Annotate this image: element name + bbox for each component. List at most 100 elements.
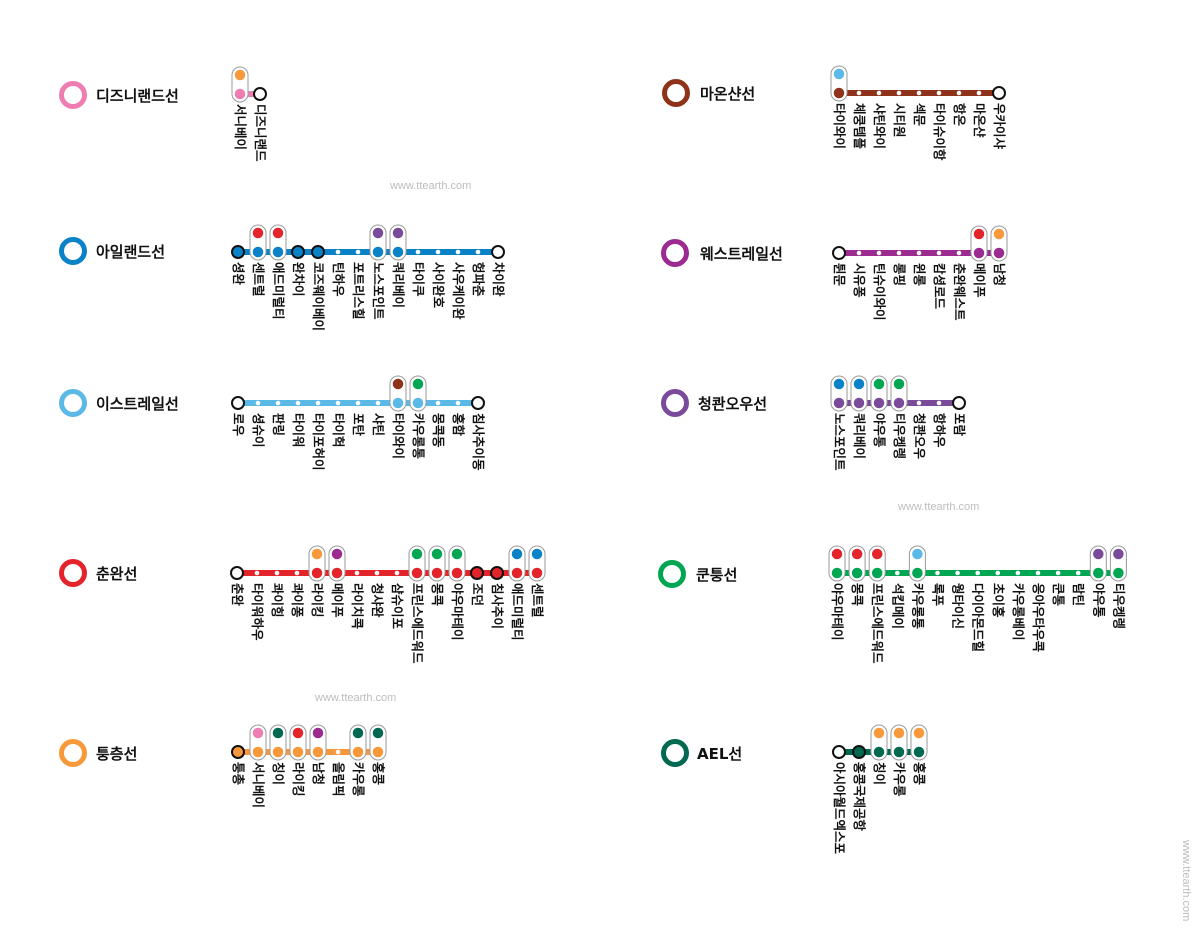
station[interactable]: 청콴오우 [912,400,927,460]
station[interactable]: 애드미럴티 [269,224,287,320]
station[interactable]: 몽콕동 [431,400,446,448]
station[interactable]: 메이푸 [970,225,988,298]
station[interactable]: 헝파춘 [471,249,486,297]
station[interactable]: 타이헉 [331,400,346,448]
station[interactable]: 센트럴 [528,545,546,618]
station[interactable]: 섹문 [912,90,927,127]
station[interactable]: 디즈니랜드 [253,87,268,162]
station[interactable]: 샤틴 [371,400,386,436]
station[interactable]: 타이포허이 [311,400,326,471]
station[interactable]: 타이쿠 [411,249,426,297]
station[interactable]: 춘완웨스트 [952,250,967,321]
station[interactable]: 우카이샤 [992,86,1007,150]
station[interactable]: 퉁총 [231,745,246,786]
station[interactable]: 코즈웨이베이 [311,245,326,331]
station[interactable]: 사이완호 [431,249,446,309]
station[interactable]: 애드미럴티 [508,545,526,641]
station[interactable]: 몽콕 [848,545,866,607]
station[interactable]: 춘완 [230,566,245,607]
station[interactable]: 완차이 [291,245,306,297]
station[interactable]: 마온샨 [972,90,987,138]
station[interactable]: 라이킹 [289,724,307,797]
station[interactable]: 항하우 [932,400,947,448]
station[interactable]: 롱핑 [892,250,907,286]
station[interactable]: 콰이퐁 [290,570,305,618]
station[interactable]: 침사추이 [490,566,505,629]
station-dot-icon [355,249,361,255]
station[interactable]: 프린스에드워드 [408,545,426,664]
station[interactable]: 침사추이동 [471,396,486,471]
station[interactable]: 포트리스힐 [351,249,366,320]
station[interactable]: 셩완 [231,245,246,286]
station[interactable]: 야우마테이 [448,545,466,641]
station[interactable]: 티우켕렝 [890,375,908,459]
station[interactable]: 청샤완 [370,570,385,618]
station[interactable]: 조던 [470,566,485,606]
station[interactable]: 노스포인트 [369,224,387,320]
station[interactable]: 사우케이완 [451,249,466,320]
station[interactable]: 응아우타우콕 [1031,570,1046,653]
station[interactable]: 센트럴 [249,224,267,297]
station[interactable]: 샴슈이포 [390,570,405,630]
station[interactable]: 카우롱 [890,724,908,797]
station[interactable]: 프린스에드워드 [868,545,886,664]
station[interactable]: 다이아몬드힐 [971,570,986,652]
station[interactable]: 샤틴와이 [872,90,887,149]
station[interactable]: 셩슈이 [251,400,266,448]
station[interactable]: 포람 [952,396,967,437]
station[interactable]: 메이푸 [328,545,346,618]
station[interactable]: 몽콕 [428,545,446,607]
station[interactable]: 록푸 [931,570,946,607]
station[interactable]: 라이치콕 [350,570,365,630]
station[interactable]: 칭이 [269,724,287,785]
station[interactable]: 티우켕렝 [1109,545,1127,629]
station[interactable]: 남청 [990,225,1008,286]
station[interactable]: 석킵메이 [890,570,905,629]
station[interactable]: 홍함 [451,400,466,437]
station[interactable]: 람틴 [1071,570,1086,606]
station[interactable]: 서니베이 [231,66,249,150]
station[interactable]: 야우통 [870,375,888,448]
station[interactable]: 홍콩 [910,724,928,786]
station[interactable]: 라이킹 [308,545,326,618]
station[interactable]: 쿼리베이 [850,375,868,459]
station[interactable]: 튄문 [832,246,847,287]
station[interactable]: 웡타이신 [951,570,966,629]
station-marker-icon [233,87,247,101]
station[interactable]: 틴슈이와이 [872,250,887,321]
station[interactable]: 타이워 [291,400,306,448]
station[interactable]: 서니베이 [249,724,267,808]
station[interactable]: 포탄 [351,400,366,437]
station[interactable]: 체쿵템플 [852,90,867,150]
station[interactable]: 홍콩 [369,724,387,786]
station[interactable]: 시티원 [892,90,907,138]
station[interactable]: 남청 [309,724,327,785]
station[interactable]: 야우마테이 [828,545,846,641]
station[interactable]: 쿤통 [1051,570,1066,607]
station[interactable]: 아시아월드엑스포 [832,745,847,855]
station[interactable]: 타이와이 [830,65,848,149]
station[interactable]: 카우롱통 [908,545,926,630]
station[interactable]: 로우 [231,396,246,437]
station[interactable]: 타이와이 [389,375,407,459]
station[interactable]: 노스포인트 [830,375,848,471]
station[interactable]: 시유퐁 [852,250,867,298]
station[interactable]: 카우롱통 [409,375,427,460]
station[interactable]: 윈롱 [912,250,927,287]
station[interactable]: 칭이 [870,724,888,785]
station[interactable]: 야우통 [1089,545,1107,618]
station[interactable]: 올림픽 [331,749,346,797]
station[interactable]: 초이홍 [991,570,1006,618]
station[interactable]: 쿼리베이 [389,224,407,308]
station[interactable]: 차이완 [491,245,506,297]
station[interactable]: 타이워하우 [250,570,265,641]
station[interactable]: 항온 [952,90,967,127]
station[interactable]: 틴하우 [331,249,346,297]
station[interactable]: 캄셩로드 [932,250,947,310]
station[interactable]: 타이슈이항 [932,90,947,161]
station[interactable]: 콰이힝 [270,570,285,618]
station[interactable]: 카우롱베이 [1011,570,1026,641]
station[interactable]: 판링 [271,400,286,436]
station[interactable]: 홍콩국제공항 [852,745,867,832]
station[interactable]: 카우롱 [349,724,367,797]
